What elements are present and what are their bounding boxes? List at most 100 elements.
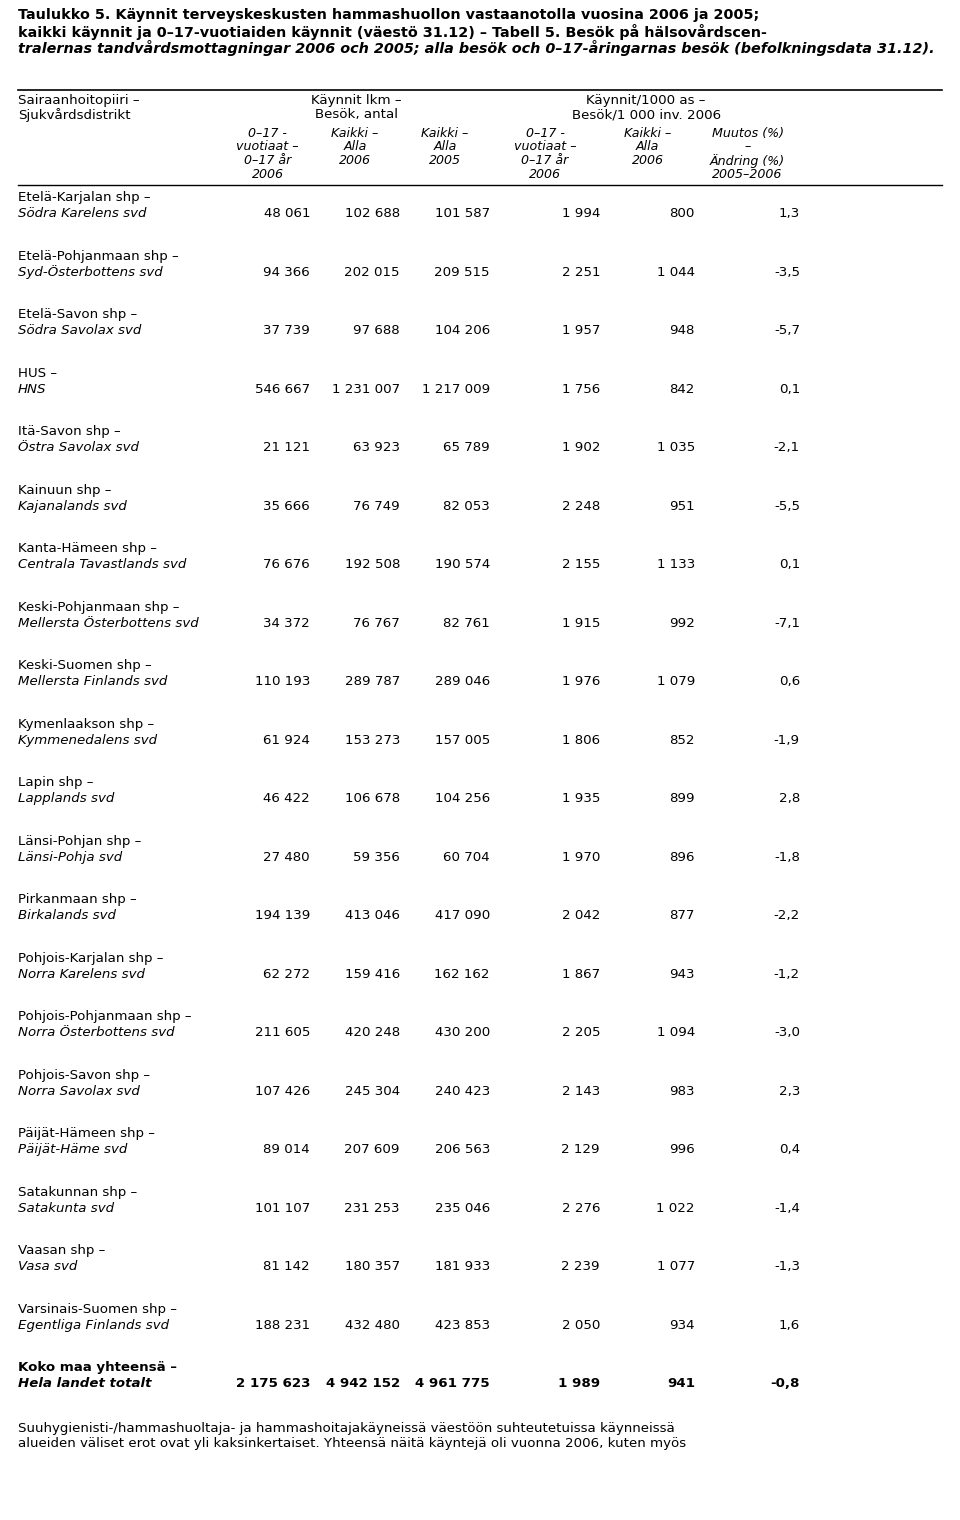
Text: -2,1: -2,1 (774, 441, 800, 454)
Text: 2 050: 2 050 (562, 1319, 600, 1332)
Text: Etelä-Karjalan shp –: Etelä-Karjalan shp – (18, 192, 151, 204)
Text: 180 357: 180 357 (345, 1260, 400, 1274)
Text: 2006: 2006 (252, 167, 283, 181)
Text: 2 248: 2 248 (562, 500, 600, 512)
Text: Norra Savolax svd: Norra Savolax svd (18, 1085, 140, 1097)
Text: 101 587: 101 587 (435, 207, 490, 220)
Text: 1 077: 1 077 (657, 1260, 695, 1274)
Text: Besök, antal: Besök, antal (315, 108, 397, 122)
Text: 420 248: 420 248 (345, 1026, 400, 1040)
Text: 4 961 775: 4 961 775 (416, 1377, 490, 1391)
Text: 899: 899 (669, 792, 695, 806)
Text: Satakunnan shp –: Satakunnan shp – (18, 1186, 137, 1199)
Text: 1 806: 1 806 (562, 734, 600, 746)
Text: 430 200: 430 200 (435, 1026, 490, 1040)
Text: 2 129: 2 129 (562, 1143, 600, 1157)
Text: 240 423: 240 423 (435, 1085, 490, 1097)
Text: 877: 877 (670, 909, 695, 923)
Text: 157 005: 157 005 (435, 734, 490, 746)
Text: Södra Karelens svd: Södra Karelens svd (18, 207, 147, 220)
Text: 206 563: 206 563 (435, 1143, 490, 1157)
Text: HUS –: HUS – (18, 366, 58, 380)
Text: 1 867: 1 867 (562, 968, 600, 980)
Text: alueiden väliset erot ovat yli kaksinkertaiset. Yhteensä näitä käyntejä oli vuon: alueiden väliset erot ovat yli kaksinker… (18, 1436, 686, 1450)
Text: 1 915: 1 915 (562, 617, 600, 629)
Text: 194 139: 194 139 (254, 909, 310, 923)
Text: 235 046: 235 046 (435, 1202, 490, 1214)
Text: 941: 941 (667, 1377, 695, 1391)
Text: 417 090: 417 090 (435, 909, 490, 923)
Text: 1 133: 1 133 (657, 558, 695, 572)
Text: 102 688: 102 688 (345, 207, 400, 220)
Text: 46 422: 46 422 (263, 792, 310, 806)
Text: Birkalands svd: Birkalands svd (18, 909, 116, 923)
Text: 2005: 2005 (429, 154, 461, 167)
Text: 245 304: 245 304 (345, 1085, 400, 1097)
Text: Länsi-Pohja svd: Länsi-Pohja svd (18, 851, 122, 863)
Text: Pohjois-Pohjanmaan shp –: Pohjois-Pohjanmaan shp – (18, 1011, 192, 1023)
Text: 2006: 2006 (632, 154, 663, 167)
Text: 0–17 år: 0–17 år (244, 154, 291, 167)
Text: 188 231: 188 231 (254, 1319, 310, 1332)
Text: 1 756: 1 756 (562, 383, 600, 395)
Text: -1,4: -1,4 (774, 1202, 800, 1214)
Text: Sairaanhoitopiiri –: Sairaanhoitopiiri – (18, 94, 139, 106)
Text: Muutos (%): Muutos (%) (711, 128, 783, 140)
Text: 76 749: 76 749 (353, 500, 400, 512)
Text: Käynnit lkm –: Käynnit lkm – (311, 94, 401, 106)
Text: 842: 842 (670, 383, 695, 395)
Text: 546 667: 546 667 (254, 383, 310, 395)
Text: 2 042: 2 042 (562, 909, 600, 923)
Text: Kaikki –: Kaikki – (421, 128, 468, 140)
Text: Pirkanmaan shp –: Pirkanmaan shp – (18, 894, 136, 906)
Text: Kymmenedalens svd: Kymmenedalens svd (18, 734, 157, 746)
Text: 0,6: 0,6 (779, 675, 800, 689)
Text: 162 162: 162 162 (435, 968, 490, 980)
Text: 432 480: 432 480 (345, 1319, 400, 1332)
Text: -2,2: -2,2 (774, 909, 800, 923)
Text: 59 356: 59 356 (353, 851, 400, 863)
Text: Besök/1 000 inv. 2006: Besök/1 000 inv. 2006 (572, 108, 721, 122)
Text: 82 053: 82 053 (444, 500, 490, 512)
Text: 1 094: 1 094 (657, 1026, 695, 1040)
Text: 1 035: 1 035 (657, 441, 695, 454)
Text: Norra Karelens svd: Norra Karelens svd (18, 968, 145, 980)
Text: 983: 983 (669, 1085, 695, 1097)
Text: Keski-Pohjanmaan shp –: Keski-Pohjanmaan shp – (18, 600, 180, 614)
Text: 992: 992 (669, 617, 695, 629)
Text: 0–17 -: 0–17 - (248, 128, 287, 140)
Text: -5,5: -5,5 (774, 500, 800, 512)
Text: 104 206: 104 206 (435, 324, 490, 337)
Text: Etelä-Savon shp –: Etelä-Savon shp – (18, 309, 137, 321)
Text: Kymenlaakson shp –: Kymenlaakson shp – (18, 717, 155, 731)
Text: -1,9: -1,9 (774, 734, 800, 746)
Text: 1 217 009: 1 217 009 (421, 383, 490, 395)
Text: Lapplands svd: Lapplands svd (18, 792, 114, 806)
Text: 48 061: 48 061 (263, 207, 310, 220)
Text: 81 142: 81 142 (263, 1260, 310, 1274)
Text: 35 666: 35 666 (263, 500, 310, 512)
Text: 63 923: 63 923 (353, 441, 400, 454)
Text: 207 609: 207 609 (345, 1143, 400, 1157)
Text: Centrala Tavastlands svd: Centrala Tavastlands svd (18, 558, 186, 572)
Text: -7,1: -7,1 (774, 617, 800, 629)
Text: 413 046: 413 046 (345, 909, 400, 923)
Text: Päijät-Häme svd: Päijät-Häme svd (18, 1143, 128, 1157)
Text: 2 276: 2 276 (562, 1202, 600, 1214)
Text: 1 957: 1 957 (562, 324, 600, 337)
Text: 289 787: 289 787 (345, 675, 400, 689)
Text: -5,7: -5,7 (774, 324, 800, 337)
Text: 0,4: 0,4 (779, 1143, 800, 1157)
Text: Mellersta Österbottens svd: Mellersta Österbottens svd (18, 617, 199, 629)
Text: Pohjois-Karjalan shp –: Pohjois-Karjalan shp – (18, 952, 163, 965)
Text: kaikki käynnit ja 0–17-vuotiaiden käynnit (väestö 31.12) – Tabell 5. Besök på hä: kaikki käynnit ja 0–17-vuotiaiden käynni… (18, 24, 767, 40)
Text: 110 193: 110 193 (254, 675, 310, 689)
Text: Östra Savolax svd: Östra Savolax svd (18, 441, 139, 454)
Text: 2,8: 2,8 (779, 792, 800, 806)
Text: 190 574: 190 574 (435, 558, 490, 572)
Text: –: – (744, 140, 751, 154)
Text: Päijät-Hämeen shp –: Päijät-Hämeen shp – (18, 1128, 155, 1140)
Text: 996: 996 (669, 1143, 695, 1157)
Text: Itä-Savon shp –: Itä-Savon shp – (18, 426, 121, 438)
Text: Kainuun shp –: Kainuun shp – (18, 483, 111, 497)
